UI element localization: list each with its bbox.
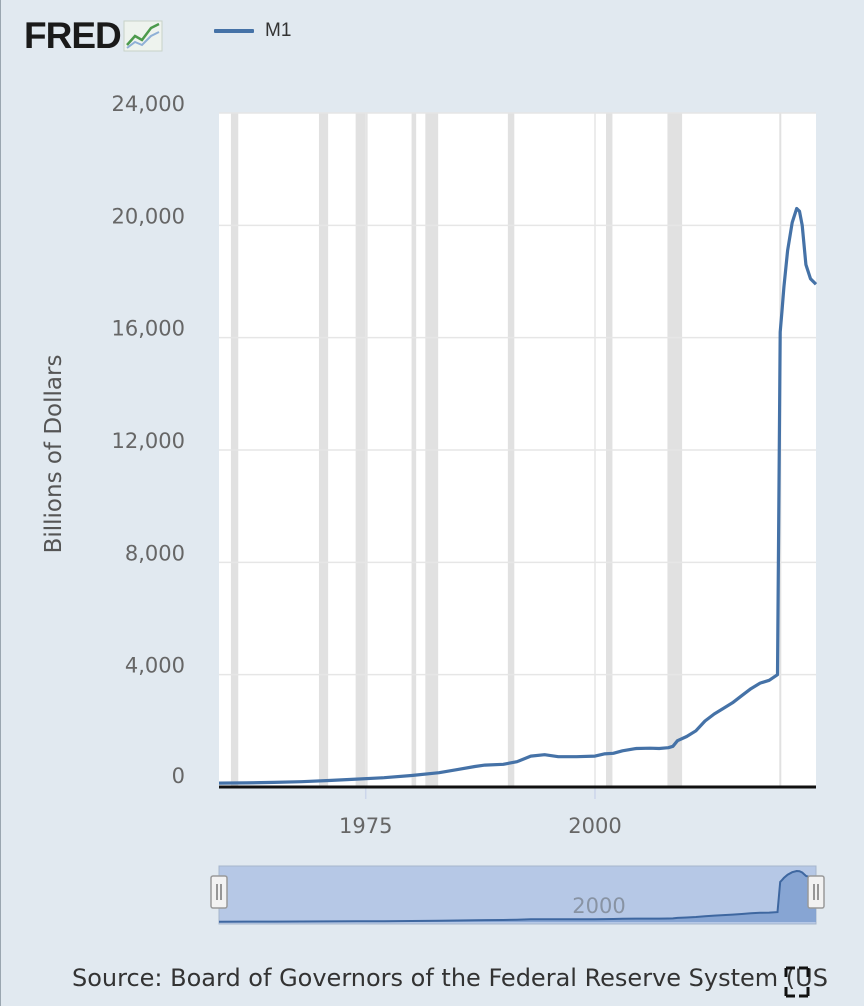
y-tick-label: 0 (172, 764, 185, 788)
fullscreen-icon[interactable] (784, 966, 810, 998)
series-line-m1[interactable] (218, 206, 818, 785)
y-tick-label: 16,000 (112, 317, 185, 341)
navigator-line (218, 869, 817, 923)
y-tick-label: 8,000 (125, 541, 185, 565)
y-tick-label: 12,000 (112, 429, 185, 453)
fred-logo[interactable]: FRED (24, 15, 163, 56)
legend-label-m1: M1 (265, 20, 292, 41)
x-tick-label: 2000 (568, 814, 621, 838)
legend[interactable]: M1 (214, 16, 291, 46)
y-tick-label: 24,000 (112, 92, 185, 116)
plot-area[interactable]: 0 4,000 8,000 12,000 16,000 20,000 24,000 1975 2… (41, 92, 818, 838)
source-text: Source: Board of Governors of the Federa… (72, 964, 828, 992)
logo-text: FRED (24, 15, 122, 56)
navigator-handle-left[interactable] (210, 875, 228, 909)
y-tick-label: 4,000 (125, 654, 185, 678)
navigator[interactable]: 2000 (210, 865, 825, 925)
x-tick-label: 1975 (339, 814, 392, 838)
y-axis-label: Billions of Dollars (41, 355, 67, 554)
navigator-tick-label: 2000 (572, 894, 625, 918)
legend-swatch (214, 29, 254, 33)
y-tick-label: 20,000 (112, 204, 185, 228)
line-chart-icon (123, 20, 163, 52)
navigator-range (218, 865, 817, 925)
navigator-area (219, 871, 816, 922)
navigator-handle-right[interactable] (807, 875, 825, 909)
